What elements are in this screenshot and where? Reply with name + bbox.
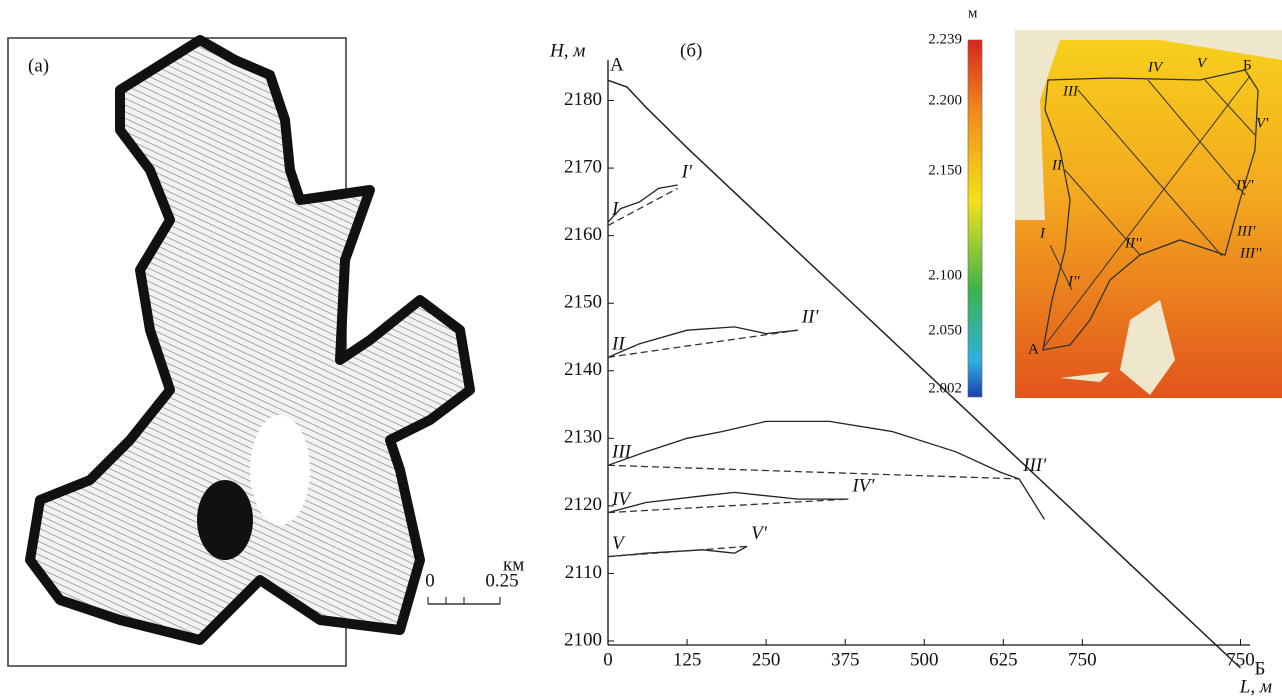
glacier-map — [25, 35, 475, 645]
x-tick-label: 250 — [752, 649, 781, 670]
colorbar-label: 2.150 — [928, 162, 962, 178]
profile-end-label: IV' — [851, 475, 875, 496]
profile-start-label: IV — [611, 489, 632, 510]
map-gap — [250, 415, 310, 525]
scale-start: 0 — [425, 570, 435, 591]
profile-i — [1049, 244, 1073, 291]
map-label: V — [1197, 55, 1208, 71]
profile-end-label: III' — [1022, 455, 1047, 476]
profile-start-label: III — [611, 442, 633, 463]
inset-labels: III IV V Б V' II IV' I III' II'' III'' I… — [1028, 55, 1269, 357]
point-label: А — [610, 55, 624, 76]
profile-end-label: II' — [801, 307, 820, 328]
scale-end: 0.25 — [485, 570, 518, 591]
cross-profile — [607, 326, 798, 358]
map-ridge — [197, 480, 253, 560]
profile-start-label: II — [611, 334, 626, 355]
map-label: IV — [1147, 59, 1164, 75]
scale-unit: км — [503, 554, 524, 575]
colorbar-label: 2.239 — [928, 31, 962, 47]
profile-ab — [1042, 75, 1251, 349]
profile-v — [1204, 79, 1256, 136]
y-tick-label: 2170 — [564, 156, 602, 177]
cross-profile — [607, 491, 849, 514]
profile-chord — [607, 464, 1020, 480]
x-tick-label: 500 — [910, 649, 939, 670]
y-tick-label: 2120 — [564, 494, 602, 515]
y-tick-label: 2180 — [564, 89, 602, 110]
colorbar — [967, 39, 983, 398]
panel-label: (б) — [680, 40, 702, 61]
x-axis-label: L, м — [1239, 676, 1272, 697]
cross-profile — [607, 184, 678, 223]
colorbar-label: 2.200 — [928, 92, 962, 108]
profile-start-label: I — [611, 198, 620, 219]
x-tick-label: 125 — [673, 649, 702, 670]
y-tick-label: 2150 — [564, 292, 602, 313]
x-tick-label: 750 — [1068, 649, 1097, 670]
profile-chord — [607, 498, 849, 514]
y-axis-label: H, м — [549, 40, 585, 61]
colorbar-label: 2.050 — [928, 322, 962, 338]
cross-profile — [607, 420, 1045, 520]
x-tick-label: 375 — [831, 649, 860, 670]
map-label: II — [1051, 157, 1063, 173]
point-label: Б — [1255, 658, 1266, 679]
map-label: А — [1028, 341, 1039, 357]
map-label: I'' — [1067, 273, 1080, 289]
profile-chord — [607, 329, 798, 358]
map-label: V' — [1256, 115, 1269, 131]
profile-iv — [1147, 79, 1246, 196]
profile-line — [607, 79, 1242, 669]
map-label: III'' — [1239, 245, 1262, 261]
profile-end-label: V' — [751, 523, 768, 544]
colorbar-label: 2.100 — [928, 267, 962, 283]
profile-end-label: I' — [681, 161, 693, 182]
profile-iii — [1077, 89, 1223, 257]
inset-map: III IV V Б V' II IV' I III' II'' III'' I… — [928, 5, 1282, 398]
y-tick-label: 2110 — [565, 562, 602, 583]
profile-chord — [607, 187, 678, 227]
unmapped-area — [1120, 300, 1175, 395]
y-tick-label: 2100 — [564, 629, 602, 650]
unmapped-area — [1015, 30, 1282, 220]
map-label: Б — [1243, 57, 1252, 73]
profile-ii — [1064, 169, 1141, 256]
x-tick-label: 750 — [1226, 649, 1255, 670]
x-tick-label: 625 — [989, 649, 1018, 670]
colorbar-unit: м — [968, 5, 978, 21]
profile-chart: H, м L, м (б) 2100 2110 2120 2130 2140 2150 21… — [549, 40, 1272, 697]
profile-lines — [1042, 75, 1256, 349]
map-label: III — [1062, 83, 1079, 99]
x-tick-label: 0 — [603, 649, 613, 670]
colorbar-label: 2.002 — [928, 380, 962, 396]
y-tick-label: 2140 — [564, 359, 602, 380]
map-label: IV' — [1235, 177, 1254, 193]
glacier-outline — [1042, 69, 1259, 351]
panel-a: (а) км 0 0.25 — [7, 35, 524, 667]
map-label: II'' — [1124, 235, 1142, 251]
y-tick-label: 2160 — [564, 224, 602, 245]
profile-start-label: V — [612, 533, 626, 554]
profile-chord — [607, 545, 748, 558]
unmapped-area — [1060, 372, 1110, 382]
panel-label: (а) — [28, 55, 49, 76]
map-label: III' — [1236, 223, 1256, 239]
y-tick-label: 2130 — [564, 427, 602, 448]
map-label: I — [1039, 225, 1046, 241]
